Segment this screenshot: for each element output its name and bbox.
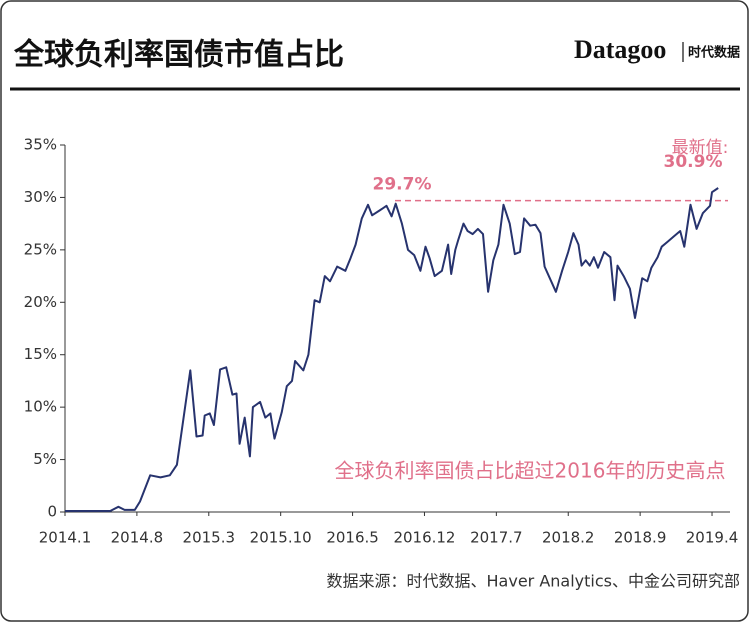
x-tick-label: 2019.4: [686, 529, 739, 547]
x-tick-label: 2017.7: [470, 529, 523, 547]
brand: Datagoo: [574, 35, 666, 64]
latest-title: 最新值:: [672, 138, 729, 158]
x-tick-label: 2014.8: [111, 529, 164, 547]
chart-title: 全球负利率国债市值占比: [13, 38, 344, 73]
x-tick-label: 2016.5: [326, 529, 379, 547]
reference-label: 29.7%: [373, 175, 432, 195]
source: 数据来源：时代数据、Haver Analytics、中金公司研究部: [327, 572, 740, 591]
y-tick-label: 0: [47, 503, 57, 521]
y-tick-label: 25%: [24, 240, 57, 258]
y-tick-label: 20%: [24, 293, 57, 311]
latest-label: 30.9%: [664, 152, 723, 172]
y-tick-label: 30%: [24, 188, 57, 206]
y-tick-label: 15%: [24, 345, 57, 363]
x-tick-label: 2015.3: [183, 529, 236, 547]
y-tick-label: 35%: [24, 136, 57, 154]
note: 全球负利率国债占比超过2016年的历史高点: [335, 459, 726, 483]
x-tick-label: 2014.1: [39, 529, 92, 547]
y-tick-label: 5%: [33, 450, 57, 468]
y-tick-label: 10%: [24, 398, 57, 416]
x-tick-label: 2018.9: [614, 529, 667, 547]
series-line: [65, 187, 719, 512]
x-tick-label: 2015.10: [250, 529, 312, 547]
x-tick-label: 2016.12: [393, 529, 455, 547]
brand-sub: 时代数据: [688, 45, 740, 61]
x-tick-label: 2018.2: [542, 529, 595, 547]
